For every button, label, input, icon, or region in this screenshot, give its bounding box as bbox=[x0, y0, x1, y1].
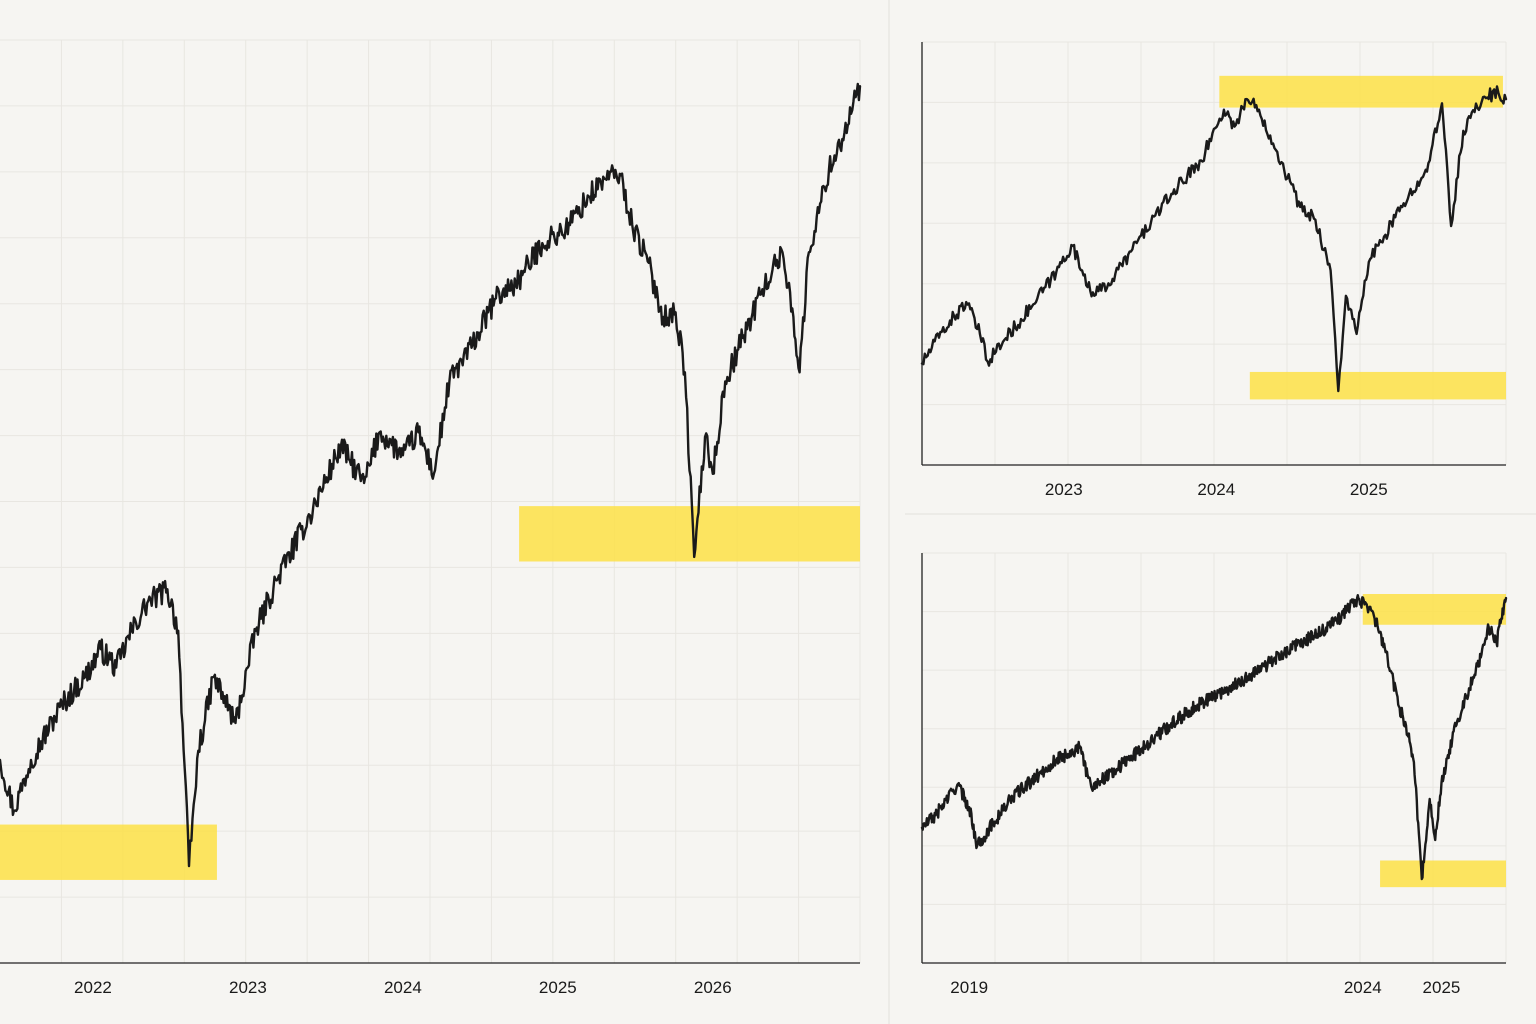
x-tick-label-2023: 2023 bbox=[1045, 480, 1083, 499]
highlight-band-low-2022 bbox=[0, 824, 217, 880]
price-line-series bbox=[920, 85, 1508, 393]
highlight-band-low-2025 bbox=[519, 506, 860, 562]
x-tick-label-2019: 2019 bbox=[950, 978, 988, 997]
highlight-band-recent-high bbox=[1219, 75, 1503, 108]
x-tick-label-2025: 2025 bbox=[539, 978, 577, 997]
x-tick-label-2026: 2026 bbox=[694, 978, 732, 997]
highlight-band-recent-low bbox=[1380, 860, 1506, 888]
x-tick-label-2024: 2024 bbox=[1197, 480, 1235, 499]
price-line-series bbox=[0, 82, 862, 868]
x-tick-label-2025: 2025 bbox=[1423, 978, 1461, 997]
highlight-band-recent-high bbox=[1362, 594, 1506, 625]
x-tick-label-2025: 2025 bbox=[1350, 480, 1388, 499]
bottom-right-chart-panel: 2019 2024 2025 bbox=[920, 552, 1508, 997]
x-tick-label-2024: 2024 bbox=[384, 978, 422, 997]
x-tick-label-2024: 2024 bbox=[1344, 978, 1382, 997]
x-tick-label-2023: 2023 bbox=[229, 978, 267, 997]
main-chart-panel: 2022 2023 2024 2025 2026 bbox=[0, 39, 862, 997]
top-right-chart-panel: 2023 2024 2025 bbox=[920, 41, 1508, 499]
price-line-series bbox=[920, 594, 1508, 881]
x-tick-label-2022: 2022 bbox=[74, 978, 112, 997]
highlight-band-recent-low bbox=[1249, 371, 1506, 400]
